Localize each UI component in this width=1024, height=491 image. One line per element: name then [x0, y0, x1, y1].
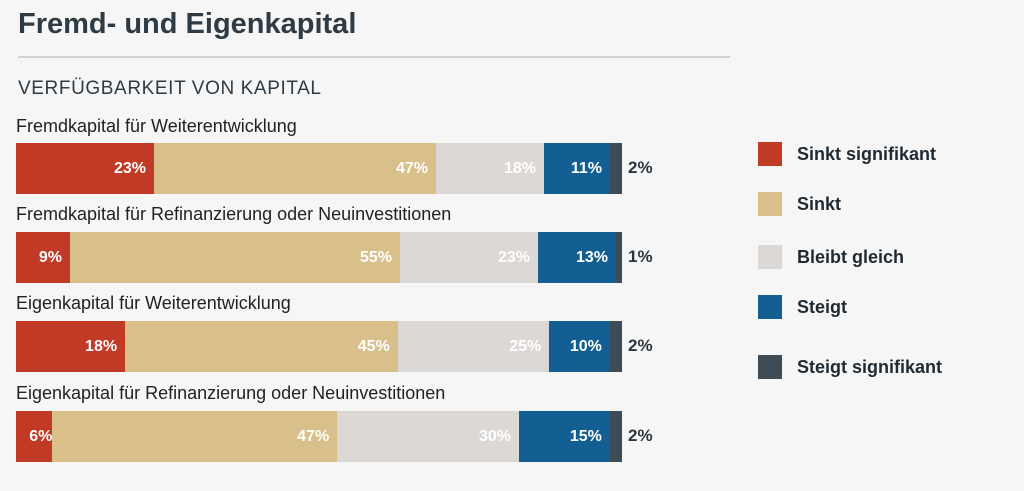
legend-swatch: [758, 295, 782, 319]
bar-segment-steigt-signifikant: [616, 232, 622, 283]
stacked-bar: 23% 47% 18% 11%: [16, 143, 622, 194]
data-label-steigt-signifikant: 2%: [628, 426, 653, 445]
data-label: 47%: [395, 159, 428, 177]
bar-category-label: Fremdkapital für Refinanzierung oder Neu…: [16, 204, 452, 224]
bar-segment-sinkt-signifikant: 6%: [16, 411, 53, 462]
bar-segment-steigt-signifikant: [609, 321, 622, 372]
stacked-bar: 9% 55% 23% 13%: [16, 232, 622, 283]
bar-category-label: Fremdkapital für Weiterentwicklung: [16, 116, 297, 136]
legend-label: Bleibt gleich: [797, 246, 905, 267]
legend-label: Sinkt: [797, 193, 842, 214]
legend-item-steigt: Steigt: [758, 295, 847, 319]
legend-item-sinkt-signifikant: Sinkt signifikant: [758, 142, 936, 166]
legend-item-bleibt-gleich: Bleibt gleich: [758, 245, 904, 269]
legend-swatch: [758, 142, 782, 166]
bar-segment-steigt: 11%: [544, 143, 610, 194]
data-label: 18%: [503, 159, 536, 177]
legend-item-sinkt: Sinkt: [758, 192, 841, 216]
data-label-steigt-signifikant: 1%: [628, 247, 653, 266]
data-label: 47%: [297, 427, 330, 445]
legend-label: Sinkt signifikant: [797, 143, 937, 164]
data-label: 10%: [569, 337, 602, 355]
bar-segment-sinkt: 45%: [125, 321, 398, 372]
data-label: 9%: [38, 248, 62, 266]
title-divider: [18, 56, 730, 58]
bar-segment-bleibt-gleich: 25%: [397, 321, 550, 372]
data-label: 18%: [85, 337, 118, 355]
bar-segment-sinkt: 47%: [52, 411, 338, 462]
data-label: 15%: [569, 427, 602, 445]
data-label: 55%: [359, 248, 392, 266]
stacked-bar: 6% 47% 30% 15%: [16, 411, 622, 462]
stacked-bar: 18% 45% 25% 10%: [16, 321, 622, 372]
legend-label: Steigt signifikant: [797, 356, 943, 377]
bar-segment-sinkt-signifikant: 23%: [16, 143, 154, 194]
bar-category-label: Eigenkapital für Refinanzierung oder Neu…: [16, 383, 446, 403]
bar-segment-steigt-signifikant: [609, 411, 622, 462]
data-label: 25%: [509, 337, 542, 355]
bar-segment-steigt: 15%: [518, 411, 610, 462]
data-label: 23%: [497, 248, 530, 266]
bar-segment-steigt: 10%: [549, 321, 610, 372]
legend-swatch: [758, 245, 782, 269]
data-label: 13%: [575, 248, 608, 266]
data-label: 6%: [29, 427, 53, 445]
legend-swatch: [758, 192, 782, 216]
bar-segment-steigt: 13%: [538, 232, 616, 283]
legend-label: Steigt: [797, 296, 848, 317]
chart-subtitle: VERFÜGBARKEIT VON KAPITAL: [18, 78, 322, 99]
data-label: 11%: [570, 159, 602, 177]
data-label: 30%: [478, 427, 511, 445]
bar-segment-bleibt-gleich: 30%: [337, 411, 519, 462]
bar-segment-sinkt-signifikant: 9%: [16, 232, 70, 283]
legend-swatch: [758, 355, 782, 379]
bar-segment-sinkt: 47%: [154, 143, 436, 194]
data-label-steigt-signifikant: 2%: [628, 336, 653, 355]
data-label: 45%: [357, 337, 390, 355]
bar-segment-bleibt-gleich: 18%: [436, 143, 544, 194]
bar-segment-bleibt-gleich: 23%: [400, 232, 538, 283]
legend-item-steigt-signifikant: Steigt signifikant: [758, 355, 942, 379]
bar-category-label: Eigenkapital für Weiterentwicklung: [16, 293, 291, 313]
bar-segment-sinkt-signifikant: 18%: [16, 321, 126, 372]
bar-segment-steigt-signifikant: [610, 143, 622, 194]
data-label-steigt-signifikant: 2%: [628, 158, 653, 177]
data-label: 23%: [113, 159, 146, 177]
page-title: Fremd- und Eigenkapital: [18, 8, 357, 40]
bar-segment-sinkt: 55%: [70, 232, 400, 283]
